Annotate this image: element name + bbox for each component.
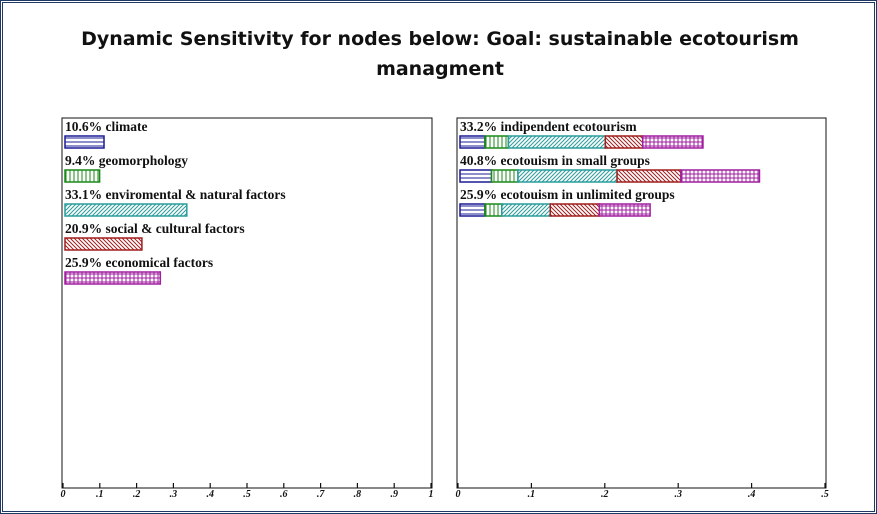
plot-frame	[61, 117, 433, 489]
category-label: enviromental & natural factors	[106, 187, 286, 202]
bar-segment	[484, 203, 503, 217]
x-tick-label: .7	[317, 489, 326, 500]
value-label: 20.9%	[65, 221, 102, 236]
bar-segment	[604, 135, 644, 149]
bar-segment	[484, 135, 510, 149]
bar-segment	[507, 135, 607, 149]
value-label: 33.2%	[460, 119, 497, 134]
chart-title: Dynamic Sensitivity for nodes below: Goa…	[81, 28, 799, 80]
value-label: 25.9%	[460, 187, 497, 202]
bar-segment	[680, 169, 761, 183]
x-tick-label: .5	[821, 489, 829, 500]
category-label: climate	[106, 119, 148, 134]
bar	[64, 271, 162, 285]
value-label: 9.4%	[65, 153, 95, 168]
bar	[64, 135, 105, 149]
bar	[64, 169, 101, 183]
value-label: 33.1%	[65, 187, 102, 202]
x-tick-label: .4	[748, 489, 756, 500]
value-label: 40.8%	[460, 153, 497, 168]
x-tick-label: .2	[601, 489, 609, 500]
x-tick-label: .3	[170, 489, 178, 500]
x-tick-label: .1	[96, 489, 104, 500]
bar-segment	[459, 135, 486, 149]
category-label: ecotouism in small groups	[501, 153, 650, 168]
bar-label: 40.8% ecotouism in small groups	[460, 153, 650, 168]
bar-segment	[642, 135, 704, 149]
bar	[64, 203, 188, 217]
category-label: economical factors	[106, 255, 214, 270]
category-label: social & cultural factors	[106, 221, 245, 236]
bar-label: 33.1% enviromental & natural factors	[65, 187, 286, 202]
bar-segment	[459, 169, 493, 183]
bar-segment	[501, 203, 552, 217]
x-tick-label: 0	[456, 489, 461, 500]
x-tick-label: .3	[674, 489, 682, 500]
bar-label: 25.9% ecotouism in unlimited groups	[460, 187, 675, 202]
category-label: ecotouism in unlimited groups	[501, 187, 675, 202]
x-tick-label: 1	[429, 489, 434, 500]
x-tick-label: 0	[61, 489, 66, 500]
x-tick-label: .9	[390, 489, 398, 500]
bar-label: 10.6% climate	[65, 119, 147, 134]
x-tick-label: .5	[243, 489, 251, 500]
bar	[64, 237, 143, 251]
x-tick-label: .8	[354, 489, 362, 500]
category-label: indipendent ecotourism	[501, 119, 638, 134]
value-label: 25.9%	[65, 255, 102, 270]
x-tick-label: .6	[280, 489, 288, 500]
bar-label: 9.4% geomorphology	[65, 153, 188, 168]
bar-segment	[517, 169, 618, 183]
bar-label: 20.9% social & cultural factors	[65, 221, 245, 236]
x-tick-label: .2	[133, 489, 141, 500]
x-tick-label: .1	[528, 489, 536, 500]
category-label: geomorphology	[99, 153, 188, 168]
bar-label: 33.2% indipendent ecotourism	[460, 119, 637, 134]
bar-segment	[598, 203, 651, 217]
bar-segment	[490, 169, 519, 183]
bar-segment	[459, 203, 486, 217]
bar-segment	[549, 203, 601, 217]
value-label: 10.6%	[65, 119, 102, 134]
bar-label: 25.9% economical factors	[65, 255, 213, 270]
x-tick-label: .4	[206, 489, 214, 500]
bar-segment	[616, 169, 682, 183]
